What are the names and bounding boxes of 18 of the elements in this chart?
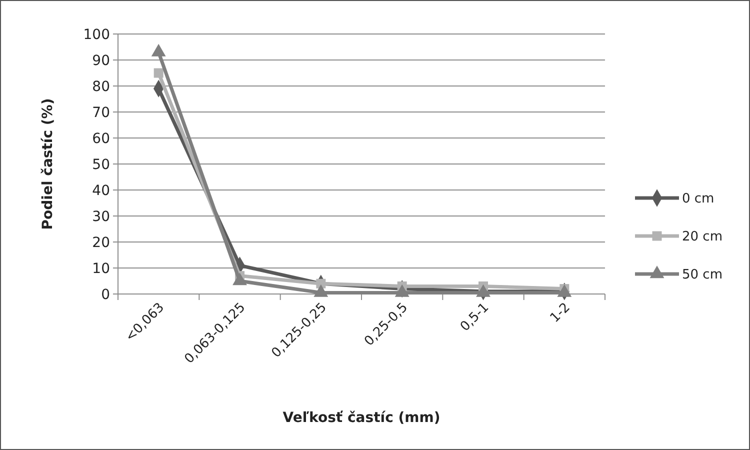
y-tick-label: 0 xyxy=(101,286,110,303)
x-tick-label: 1-2 xyxy=(548,300,574,326)
legend-label: 0 cm xyxy=(682,192,714,207)
y-tick-label: 80 xyxy=(92,78,110,95)
y-tick-label: 50 xyxy=(92,156,110,173)
y-tick-label: 40 xyxy=(92,182,110,199)
y-tick-label: 30 xyxy=(92,208,110,225)
legend-label: 50 cm xyxy=(682,268,722,283)
y-tick-label: 60 xyxy=(92,130,110,147)
y-tick-label: 20 xyxy=(92,234,110,251)
y-tick-label: 90 xyxy=(92,52,110,69)
y-axis-title: Podiel častíc (%) xyxy=(40,98,56,230)
x-axis-title: Veľkosť častíc (mm) xyxy=(282,410,440,426)
y-tick-label: 100 xyxy=(83,26,110,43)
y-tick-label: 70 xyxy=(92,104,110,121)
y-tick-label: 10 xyxy=(92,260,110,277)
point xyxy=(154,68,164,78)
legend-label: 20 cm xyxy=(682,230,722,245)
